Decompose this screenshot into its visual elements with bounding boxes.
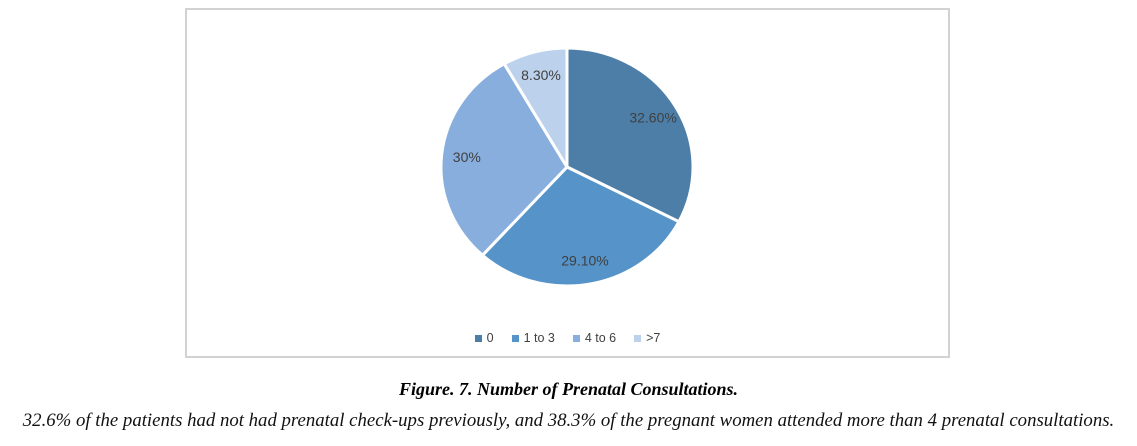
legend-item-0: 0 [474, 331, 494, 345]
pie-slice-1-to-3 [480, 165, 681, 288]
legend-swatch-icon [474, 334, 482, 342]
legend-swatch-icon [511, 334, 519, 342]
pie-slice->7 [502, 46, 569, 169]
pie-slice-4-to-6 [439, 62, 569, 257]
legend-item->7: >7 [634, 331, 660, 345]
legend-item-4-to-6: 4 to 6 [572, 331, 617, 345]
legend-label: >7 [646, 331, 661, 345]
legend-swatch-icon [634, 334, 642, 342]
pie-data-label: 32.60% [629, 110, 676, 126]
pie-data-label: 30% [453, 149, 481, 165]
pie-data-label: 8.30% [521, 67, 561, 83]
figure-caption: Figure. 7. Number of Prenatal Consultati… [398, 379, 739, 399]
chart-legend: 0 1 to 3 4 to 6 >7 [187, 331, 948, 345]
figure-description: 32.6% of the patients had not had prenat… [22, 410, 1115, 431]
chart-frame: 32.60% 29.10% 30% 8.30% 0 1 to 3 4 to 6 >7 [185, 8, 950, 358]
legend-label: 0 [486, 331, 494, 345]
pie-slice-0 [565, 46, 695, 224]
legend-label: 1 to 3 [523, 331, 555, 345]
pie-chart: 32.60% 29.10% 30% 8.30% [439, 46, 695, 288]
pie-data-label: 29.10% [561, 253, 608, 269]
legend-label: 4 to 6 [584, 331, 617, 345]
legend-item-1-to-3: 1 to 3 [511, 331, 555, 345]
legend-swatch-icon [572, 334, 580, 342]
